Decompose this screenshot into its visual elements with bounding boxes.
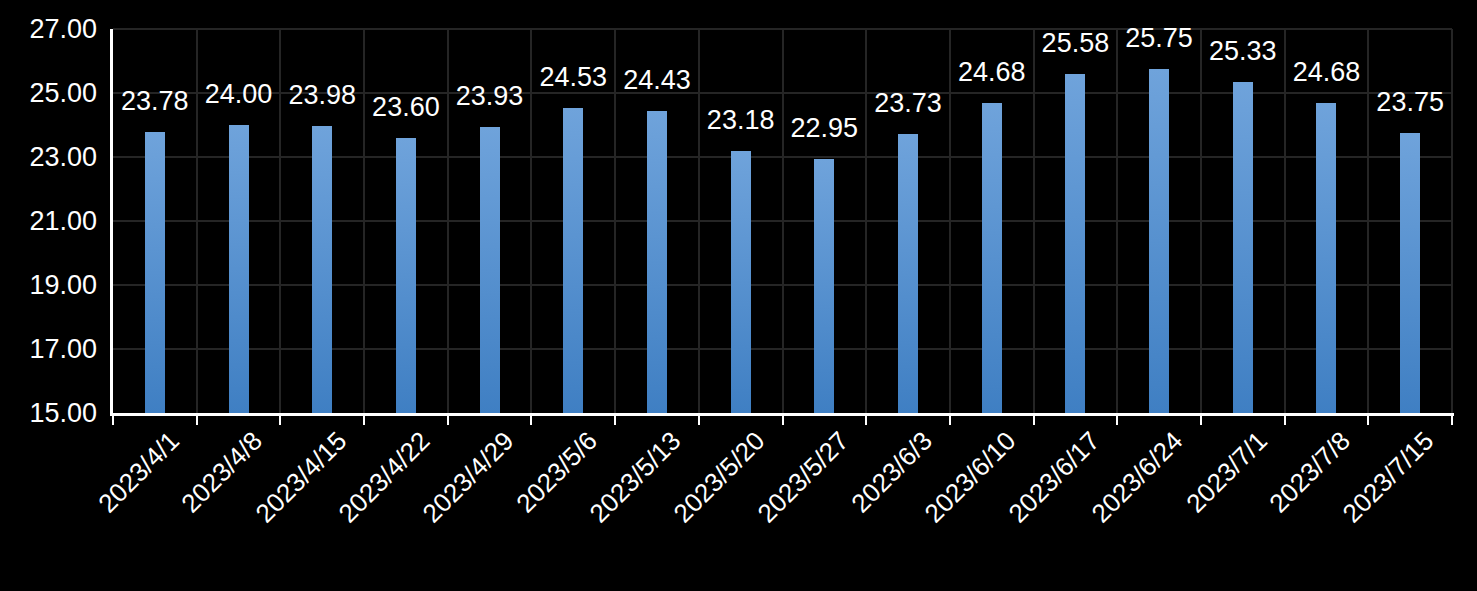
y-tick-label: 17.00 [0, 336, 97, 363]
gridline-vertical [949, 29, 951, 413]
bar[interactable] [1400, 133, 1420, 413]
y-tick-label: 25.00 [0, 80, 97, 107]
gridline-vertical [279, 29, 281, 413]
bar[interactable] [898, 134, 918, 413]
x-tick-label: 2023/6/24 [1087, 427, 1187, 527]
x-axis-tick [196, 413, 198, 425]
x-tick-label: 2023/5/13 [585, 427, 685, 527]
bar[interactable] [1149, 69, 1169, 413]
y-axis-line [110, 29, 113, 416]
bar[interactable] [731, 151, 751, 413]
bar[interactable] [396, 138, 416, 413]
y-tick-label: 23.00 [0, 144, 97, 171]
x-axis-tick [447, 413, 449, 425]
x-axis-tick [1367, 413, 1369, 425]
gridline-vertical [1284, 29, 1286, 413]
bar-value-label: 24.00 [205, 81, 273, 108]
y-tick-label: 15.00 [0, 400, 97, 427]
bar-value-label: 23.73 [874, 90, 942, 117]
x-axis-tick [949, 413, 951, 425]
bar-value-label: 25.33 [1209, 38, 1277, 65]
x-tick-label: 2023/4/15 [250, 427, 350, 527]
x-axis-tick [530, 413, 532, 425]
bar-value-label: 24.53 [539, 64, 607, 91]
bar-value-label: 22.95 [791, 115, 859, 142]
x-axis-tick [698, 413, 700, 425]
bar-value-label: 23.75 [1376, 89, 1444, 116]
x-tick-label: 2023/4/1 [93, 427, 183, 517]
bar[interactable] [480, 127, 500, 413]
x-tick-label: 2023/6/17 [1004, 427, 1104, 527]
bar[interactable] [982, 103, 1002, 413]
gridline-vertical [196, 29, 198, 413]
x-axis-tick [865, 413, 867, 425]
x-tick-label: 2023/5/20 [669, 427, 769, 527]
gridline-vertical [782, 29, 784, 413]
gridline-vertical [1116, 29, 1118, 413]
x-axis-tick [1033, 413, 1035, 425]
x-axis-tick [112, 413, 114, 425]
bar-value-label: 23.78 [121, 88, 189, 115]
x-axis-tick [1116, 413, 1118, 425]
x-axis-tick [363, 413, 365, 425]
y-tick-label: 19.00 [0, 272, 97, 299]
bar-value-label: 23.60 [372, 94, 440, 121]
x-tick-label: 2023/7/15 [1338, 427, 1438, 527]
x-axis-tick [1200, 413, 1202, 425]
x-axis-tick [614, 413, 616, 425]
bar-value-label: 24.68 [1293, 59, 1361, 86]
gridline-vertical [363, 29, 365, 413]
bar-chart: 23.78 24.00 23.98 23.60 23.93 24.53 24.43 23.18… [0, 0, 1477, 591]
bar[interactable] [1316, 103, 1336, 413]
gridline-vertical [530, 29, 532, 413]
bar[interactable] [1233, 82, 1253, 413]
x-axis-tick [279, 413, 281, 425]
bar[interactable] [312, 126, 332, 413]
gridline-vertical [698, 29, 700, 413]
bar-value-label: 23.93 [456, 83, 524, 110]
gridline-vertical [1200, 29, 1202, 413]
gridline-vertical [447, 29, 449, 413]
bar[interactable] [145, 132, 165, 413]
x-tick-label: 2023/7/1 [1181, 427, 1271, 517]
bar-value-label: 24.68 [958, 59, 1026, 86]
x-axis-tick [1284, 413, 1286, 425]
gridline-vertical [1033, 29, 1035, 413]
gridline-vertical [865, 29, 867, 413]
bar[interactable] [563, 108, 583, 413]
gridline-vertical [1451, 29, 1453, 413]
y-tick-label: 21.00 [0, 208, 97, 235]
gridline-vertical [1367, 29, 1369, 413]
x-axis-tick [782, 413, 784, 425]
x-tick-label: 2023/4/22 [334, 427, 434, 527]
bar[interactable] [1065, 74, 1085, 413]
bar[interactable] [647, 111, 667, 413]
bar-value-label: 23.18 [707, 107, 775, 134]
y-tick-label: 27.00 [0, 16, 97, 43]
bar[interactable] [229, 125, 249, 413]
bar-value-label: 23.98 [288, 82, 356, 109]
bar-value-label: 24.43 [623, 67, 691, 94]
x-tick-label: 2023/5/27 [753, 427, 853, 527]
bar-value-label: 25.58 [1042, 30, 1110, 57]
x-tick-label: 2023/4/29 [418, 427, 518, 527]
x-axis-tick [1451, 413, 1453, 425]
x-tick-label: 2023/6/10 [920, 427, 1020, 527]
bar[interactable] [814, 159, 834, 413]
bar-value-label: 25.75 [1125, 25, 1193, 52]
gridline-vertical [614, 29, 616, 413]
